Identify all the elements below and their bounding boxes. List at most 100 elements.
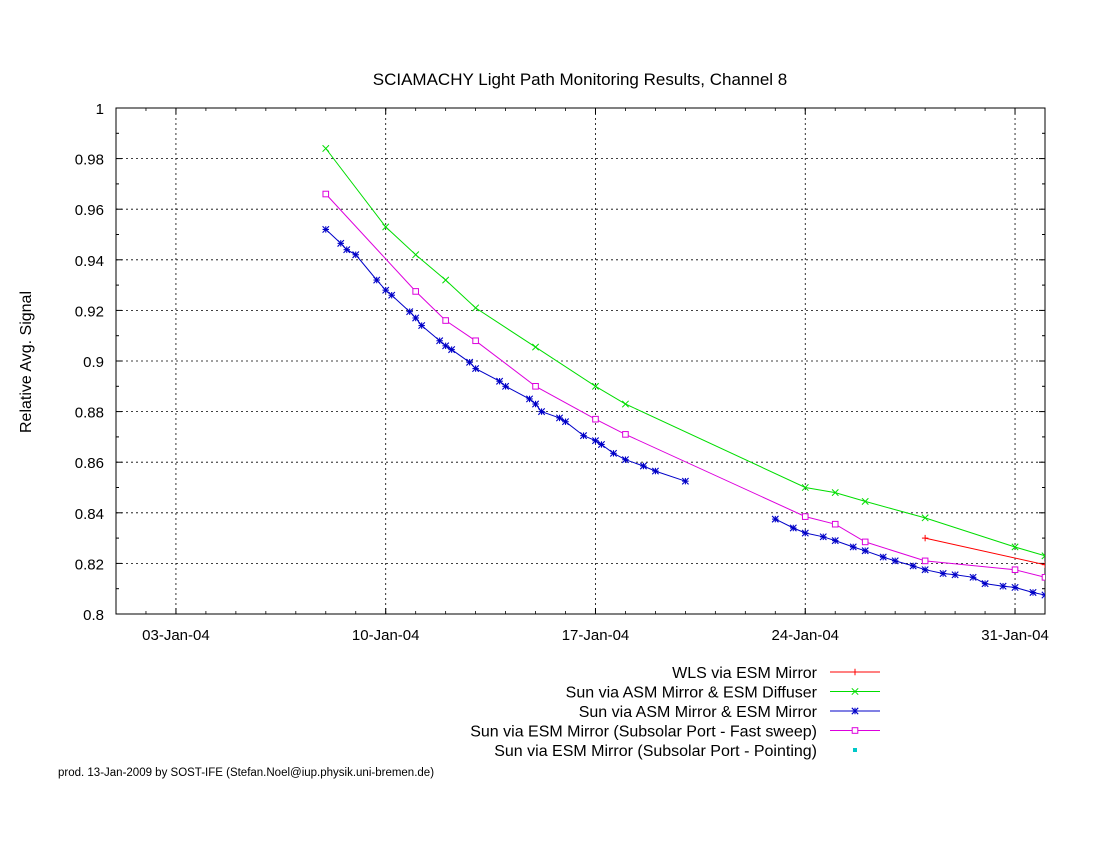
data-point [921,514,929,522]
data-point [831,520,839,528]
series-sun-via-asm-mirror-esm-mirror [322,225,1045,599]
data-point [921,566,929,574]
data-point [448,346,456,354]
series-line [775,518,1045,596]
y-tick-label: 0.82 [75,556,104,573]
data-point [472,337,479,345]
y-tick-label: 0.92 [75,303,104,320]
grid-layer [116,108,1045,614]
data-point [442,276,450,284]
data-point [1011,566,1019,574]
series-sun-via-esm-mirror-subsolar-port-fast-sweep [322,190,1045,581]
data-point [442,342,450,350]
data-point [801,483,809,492]
data-point [322,225,330,234]
data-point [999,582,1007,590]
data-point [537,408,546,416]
data-point [531,343,540,351]
data-point [939,569,947,578]
data-point [343,246,351,254]
data-point [472,304,480,312]
plot-frame [115,107,1046,615]
data-point [621,456,630,464]
data-point [352,251,360,259]
x-tick-label: 24-Jan-04 [771,627,839,644]
data-point [495,377,504,385]
y-tick-label: 0.9 [83,354,104,371]
data-point [597,440,606,449]
data-point [501,382,510,390]
data-point [412,288,419,295]
data-point [1041,591,1045,599]
legend-label: WLS via ESM Mirror [672,665,818,682]
x-tick-label: 17-Jan-04 [562,627,630,644]
y-tick-label: 0.88 [75,405,104,422]
data-point [801,513,809,520]
data-point [849,543,857,551]
chart-title: SCIAMACHY Light Path Monitoring Results,… [373,70,788,89]
data-point [1029,588,1037,597]
data-point [879,553,887,561]
data-point [622,431,629,438]
data-point [639,462,648,470]
data-point [801,529,809,537]
legend-label: Sun via ASM Mirror & ESM Diffuser [566,685,818,702]
data-point [382,223,390,231]
data-point [388,291,396,299]
data-point [406,308,414,316]
legend-marker [851,707,859,715]
series-line [325,229,686,482]
data-point [472,365,480,373]
data-point [555,414,564,422]
data-point [891,557,899,565]
y-tick-label: 0.94 [75,253,104,270]
legend-marker [851,687,859,696]
data-point [1011,543,1019,551]
data-point [373,276,381,284]
y-tick-label: 0.96 [75,202,104,219]
data-point [412,251,420,259]
data-point [921,534,929,542]
y-tick-label: 1 [96,101,104,118]
data-point [466,358,474,366]
data-point [322,190,330,198]
legend-label: Sun via ESM Mirror (Subsolar Port - Poin… [494,743,817,760]
data-point [951,571,959,579]
data-point [861,547,869,555]
y-tick-label: 0.8 [83,607,104,624]
data-point [382,286,390,294]
series-line [325,148,1045,557]
data-point [921,557,929,565]
data-point [322,144,330,153]
legend-marker [851,668,859,676]
legend-marker [853,748,857,752]
data-point [531,400,540,408]
axes-layer: 0.80.820.840.860.880.90.920.940.960.9810… [75,101,1049,644]
data-point [579,432,588,440]
data-point [436,337,444,345]
data-point [337,239,345,247]
series-line [325,193,1045,578]
data-point [621,400,630,408]
data-point [561,418,570,426]
data-point [532,383,539,390]
data-point [861,538,869,546]
x-tick-label: 10-Jan-04 [352,627,420,644]
data-point [831,489,839,497]
data-point [861,497,869,505]
data-point [819,533,827,541]
series-layer [322,144,1045,599]
y-tick-label: 0.98 [75,152,104,169]
data-point [1041,561,1045,568]
data-point [442,317,449,324]
y-axis-label: Relative Avg. Signal [18,291,35,433]
data-point [591,382,600,390]
data-point [1041,574,1045,581]
data-point [651,467,660,475]
data-point [1041,552,1045,560]
data-point [789,524,797,532]
y-tick-label: 0.86 [75,455,104,472]
data-point [771,515,779,523]
